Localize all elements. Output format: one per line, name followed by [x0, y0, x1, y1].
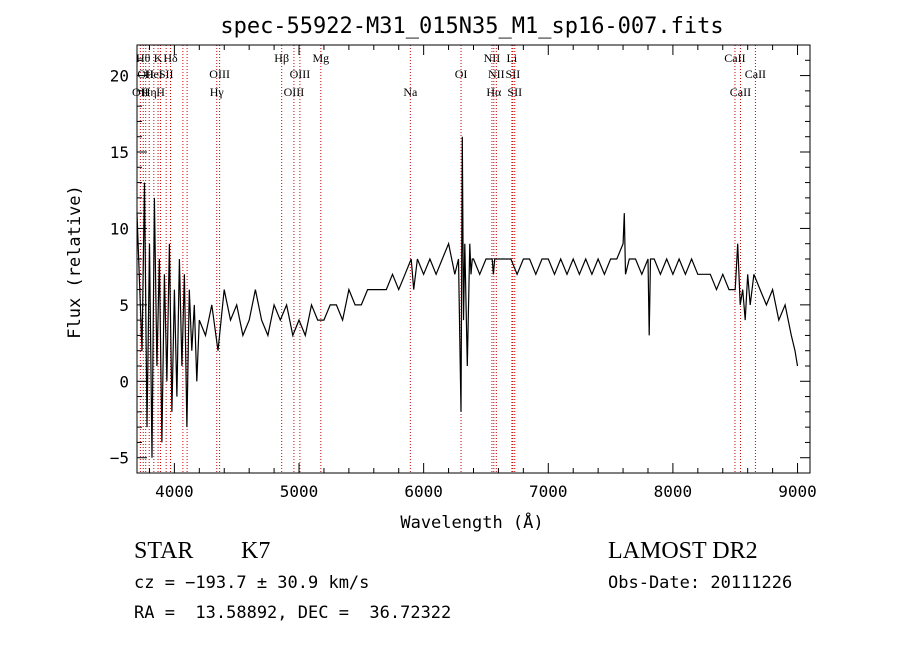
spectral-line-label: CaII: [745, 67, 766, 81]
spectral-line-label: K: [154, 51, 163, 65]
sky-coordinates: RA = 13.58892, DEC = 36.72322: [134, 603, 452, 623]
spectral-line-label: OII: [137, 67, 154, 81]
spectral-lines-layer: [139, 45, 756, 473]
redshift-velocity: cz = −193.7 ± 30.9 km/s: [134, 573, 370, 593]
survey-name: LAMOST DR2: [608, 538, 758, 564]
y-tick-label: 15: [110, 143, 129, 162]
x-tick-label: 8000: [654, 482, 693, 501]
spectral-line-label: CaII: [724, 51, 745, 65]
x-tick-label: 6000: [404, 482, 443, 501]
spectral-line-label: Hη: [142, 85, 157, 99]
line-labels-layer: OIIHθOIIHηHeIKHSIIHδHγOIIIHβOIIIOIIIMgNa…: [132, 51, 766, 99]
x-tick-label: 7000: [529, 482, 568, 501]
axes-layer: 4000 5000 6000 7000 8000 9000 −5 0 5 10 15 20: [110, 44, 817, 501]
spectral-line-label: Na: [403, 85, 418, 99]
spectral-line-label: Hβ: [274, 51, 289, 65]
spectral-line-label: SII: [507, 85, 522, 99]
spectral-line-label: OIII: [290, 67, 311, 81]
y-tick-label: 20: [110, 67, 129, 86]
spectral-line-label: H: [156, 85, 165, 99]
object-subclass: K7: [241, 538, 271, 564]
spectral-line-label: OII: [132, 85, 149, 99]
spectral-line-label: CaII: [730, 85, 751, 99]
x-tick-label: 4000: [155, 482, 194, 501]
spectral-line-label: OIII: [209, 67, 230, 81]
y-tick-label: 0: [119, 372, 129, 391]
spectral-line-label: Mg: [312, 51, 329, 65]
spectral-line-label: NII: [488, 67, 505, 81]
spectral-line-label: Hγ: [210, 85, 225, 99]
spectral-line-label: Hθ: [136, 51, 151, 65]
y-axis-label: Flux (relative): [65, 185, 85, 339]
spectrum-series-layer: [136, 136, 799, 458]
observation-date: Obs-Date: 20111226: [608, 573, 793, 593]
spectral-line-label: OI: [455, 67, 468, 81]
spectrum-line: [136, 136, 799, 458]
x-axis-label: Wavelength (Å): [400, 511, 543, 533]
object-class: STAR: [134, 538, 194, 564]
spectral-line-label: Hα: [486, 85, 502, 99]
y-tick-label: −5: [110, 449, 129, 468]
spectral-line-label: OIII: [284, 85, 305, 99]
spectral-line-label: Li: [507, 51, 518, 65]
y-tick-label: 5: [119, 296, 129, 315]
spectral-line-label: NII: [484, 51, 501, 65]
y-tick-label: 10: [110, 219, 129, 238]
x-tick-label: 5000: [280, 482, 319, 501]
spectral-line-label: Hδ: [163, 51, 178, 65]
chart-title: spec-55922-M31_015N35_M1_sp16-007.fits: [220, 14, 723, 39]
x-tick-label: 9000: [778, 482, 817, 501]
spectral-line-label: SII: [159, 67, 174, 81]
spectral-line-label: SII: [506, 67, 521, 81]
spectral-line-label: HeI: [145, 67, 163, 81]
